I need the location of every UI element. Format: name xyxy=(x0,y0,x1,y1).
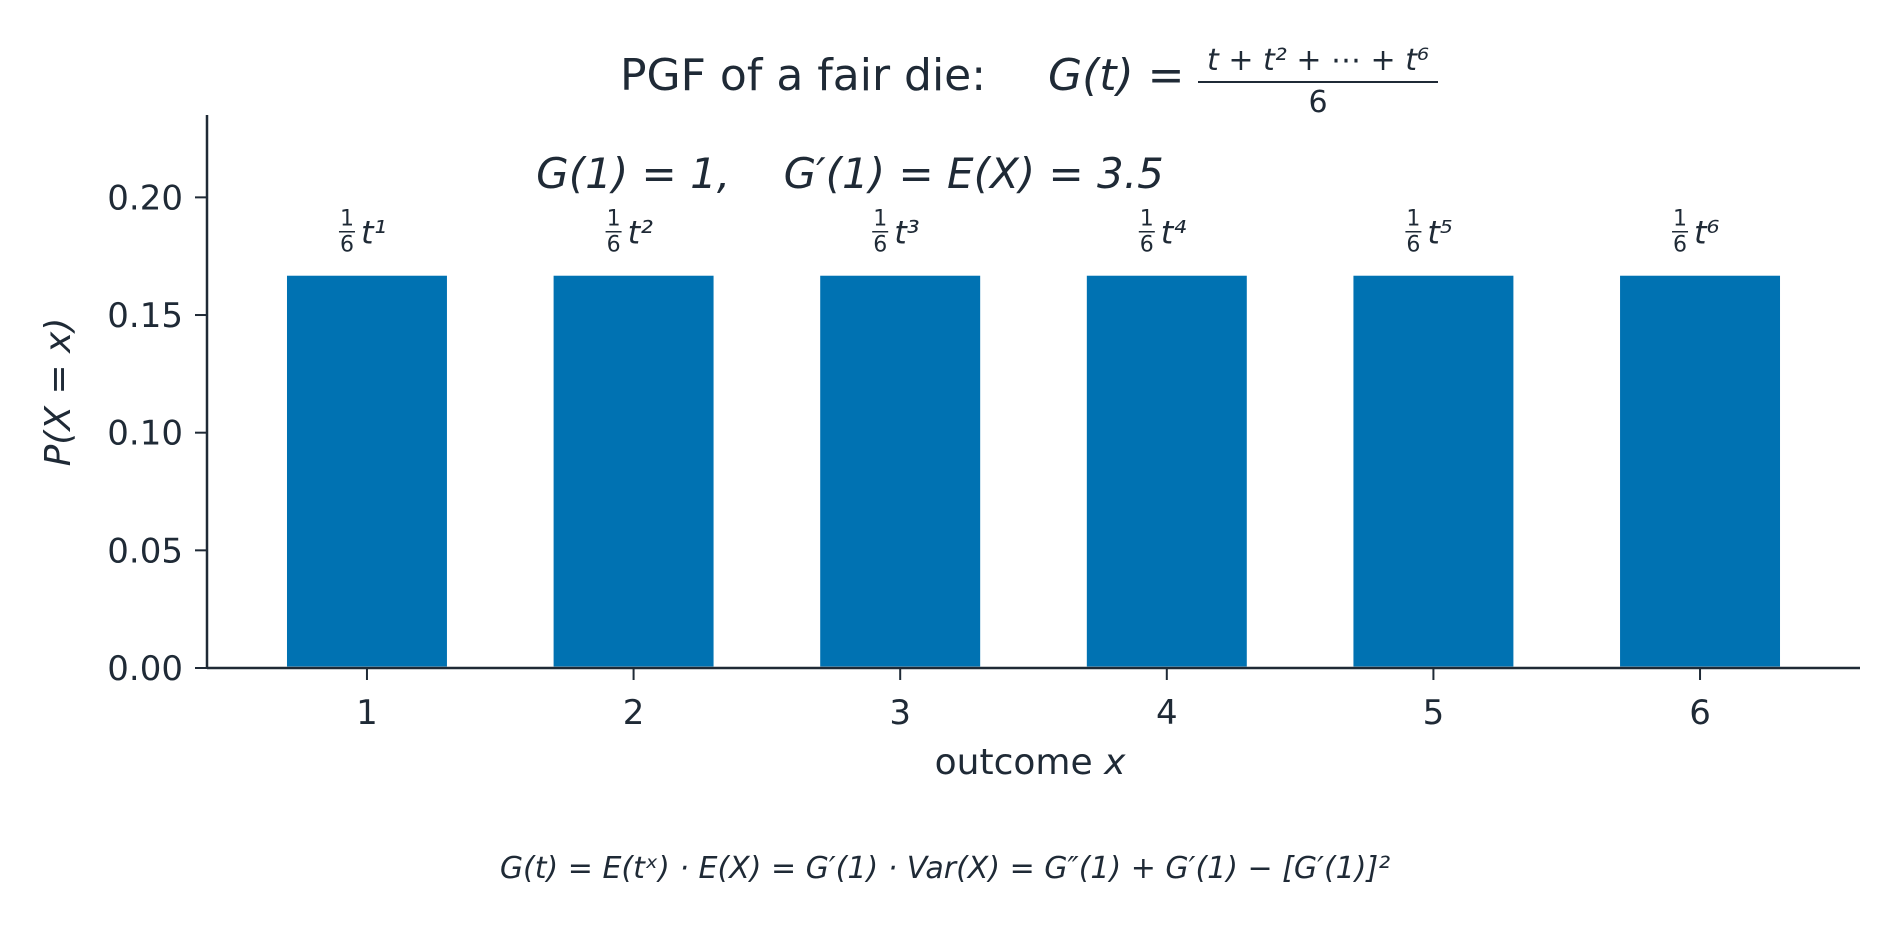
bar-label-power: t² xyxy=(628,214,654,252)
footer-formula: G(t) = E(tˣ) · E(X) = G′(1) · Var(X) = G… xyxy=(500,851,1390,886)
y-ticks: 0.00 0.05 0.10 0.15 0.20 xyxy=(107,178,207,689)
bar-label-coef-num: 1 xyxy=(607,207,621,232)
y-tick-label: 0.20 xyxy=(107,178,183,218)
bar xyxy=(286,275,447,667)
chart-title-prefix: PGF of a fair die: xyxy=(620,50,986,101)
y-tick-label: 0.10 xyxy=(107,414,183,454)
bar-label-coef-num: 1 xyxy=(340,207,354,232)
bar-label: 16 t¹ xyxy=(338,207,386,258)
x-ticks: 1 2 3 4 5 6 xyxy=(356,668,1711,733)
bar xyxy=(1086,275,1247,667)
x-axis-label: outcome x xyxy=(935,742,1126,783)
x-axis-label-text: outcome xyxy=(935,742,1093,783)
x-tick-label: 3 xyxy=(889,693,911,733)
chart-title-formula-denominator: 6 xyxy=(1308,85,1327,120)
bar-label-power: t⁶ xyxy=(1694,214,1720,252)
x-axis-label-var: x xyxy=(1103,742,1126,783)
bar-label-coef-den: 6 xyxy=(1673,233,1687,258)
bar-labels: 16 t¹ 16 t² 16 t³ 16 t⁴ 16 t⁵ 16 t⁶ xyxy=(338,207,1720,258)
bar-label-coef-den: 6 xyxy=(873,233,887,258)
bars xyxy=(286,275,1781,667)
x-tick-label: 4 xyxy=(1156,693,1178,733)
bar xyxy=(820,275,981,667)
bar-label-coef-den: 6 xyxy=(1406,233,1420,258)
x-tick-label: 6 xyxy=(1689,693,1711,733)
bar-label-coef-den: 6 xyxy=(1140,233,1154,258)
chart-title-formula-numerator: t + t² + ⋯ + t⁶ xyxy=(1207,43,1429,78)
bar-label-coef-den: 6 xyxy=(607,233,621,258)
bar-label-coef-den: 6 xyxy=(340,233,354,258)
bar-label-power: t¹ xyxy=(361,214,386,252)
bar-label-power: t⁴ xyxy=(1161,214,1187,252)
x-tick-label: 2 xyxy=(623,693,645,733)
x-tick-label: 5 xyxy=(1423,693,1445,733)
bar-label-coef-num: 1 xyxy=(1140,207,1154,232)
bar xyxy=(1353,275,1514,667)
y-tick-label: 0.15 xyxy=(107,296,183,336)
bar-label-power: t⁵ xyxy=(1427,214,1452,252)
bar-label: 16 t⁶ xyxy=(1672,207,1720,258)
bar-label-coef-num: 1 xyxy=(873,207,887,232)
bar-label: 16 t² xyxy=(605,207,654,258)
bar xyxy=(553,275,714,667)
bar xyxy=(1620,275,1781,667)
bar-label-coef-num: 1 xyxy=(1406,207,1420,232)
x-tick-label: 1 xyxy=(356,693,378,733)
bar-label: 16 t⁴ xyxy=(1138,207,1187,258)
y-tick-label: 0.00 xyxy=(107,649,183,689)
chart-annotation: G(1) = 1, G′(1) = E(X) = 3.5 xyxy=(536,149,1164,198)
bar-label-power: t³ xyxy=(894,214,919,252)
y-axis-label: P(X = x) xyxy=(38,318,79,467)
bar-label: 16 t³ xyxy=(872,207,920,258)
y-tick-label: 0.05 xyxy=(107,531,183,571)
chart-title-formula-lhs: G(t) = xyxy=(1048,50,1185,101)
bar-label: 16 t⁵ xyxy=(1405,207,1453,258)
bar-label-coef-num: 1 xyxy=(1673,207,1687,232)
